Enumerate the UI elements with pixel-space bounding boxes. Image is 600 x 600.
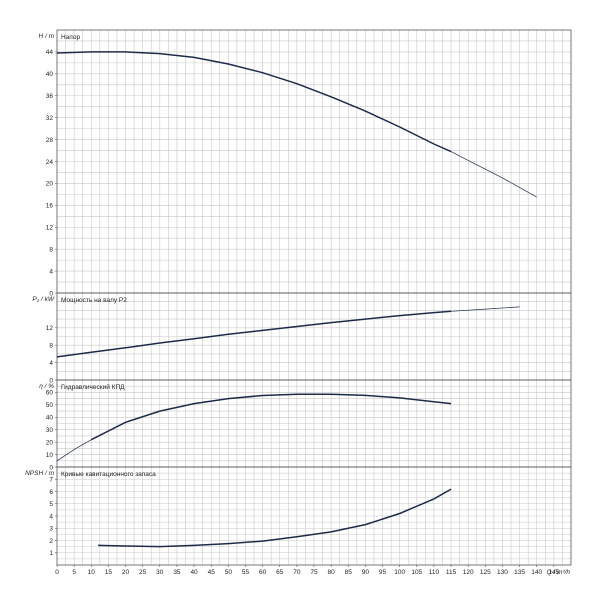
efficiency-y-tick-label: 10 bbox=[46, 452, 54, 459]
head-y-tick-label: 40 bbox=[46, 71, 54, 78]
efficiency-y-tick-label: 20 bbox=[46, 439, 54, 446]
x-tick-label: 85 bbox=[345, 569, 353, 576]
head-y-tick-label: 28 bbox=[46, 137, 54, 144]
power-y-tick-label: 0 bbox=[49, 377, 53, 384]
efficiency-panel-title: Гидравлический КПД bbox=[61, 383, 125, 391]
head-y-tick-label: 16 bbox=[46, 203, 54, 210]
efficiency-y-tick-label: 50 bbox=[46, 402, 54, 409]
x-tick-label: 120 bbox=[463, 569, 474, 576]
x-tick-label: 30 bbox=[156, 569, 164, 576]
x-tick-label: 110 bbox=[429, 569, 440, 576]
x-tick-label: 75 bbox=[310, 569, 318, 576]
x-tick-label: 70 bbox=[293, 569, 301, 576]
npsh-y-tick-label: 1 bbox=[49, 550, 53, 557]
npsh-curve-main bbox=[98, 488, 452, 548]
x-tick-label: 80 bbox=[328, 569, 336, 576]
x-tick-label: 125 bbox=[480, 569, 491, 576]
x-tick-label: 35 bbox=[173, 569, 181, 576]
head-y-axis-label: H / m bbox=[38, 33, 54, 40]
x-tick-label: 90 bbox=[362, 569, 370, 576]
x-tick-label: 65 bbox=[276, 569, 284, 576]
efficiency-y-tick-label: 40 bbox=[46, 415, 54, 422]
x-tick-label: 5 bbox=[72, 569, 76, 576]
x-axis-label: Q / m³/h bbox=[547, 569, 571, 576]
npsh-y-axis-label: NPSH / m bbox=[25, 470, 54, 477]
x-tick-label: 20 bbox=[122, 569, 130, 576]
x-tick-label: 10 bbox=[88, 569, 96, 576]
head-y-tick-label: 36 bbox=[46, 93, 54, 100]
x-tick-label: 40 bbox=[190, 569, 198, 576]
x-tick-label: 105 bbox=[411, 569, 422, 576]
efficiency-y-axis-label: η / % bbox=[39, 383, 54, 390]
head-y-tick-label: 8 bbox=[49, 246, 53, 253]
power-y-tick-label: 12 bbox=[46, 325, 54, 332]
npsh-panel-title: Кривые кавитационного запаса bbox=[61, 471, 156, 478]
head-curve-extension bbox=[450, 151, 537, 198]
head-curve-main bbox=[56, 51, 452, 153]
head-y-tick-label: 4 bbox=[49, 268, 53, 275]
head-y-tick-label: 24 bbox=[46, 159, 54, 166]
x-tick-label: 145 bbox=[548, 569, 559, 576]
x-tick-label: 55 bbox=[242, 569, 250, 576]
power-y-tick-label: 8 bbox=[49, 343, 53, 350]
head-y-tick-label: 44 bbox=[46, 49, 54, 56]
head-y-tick-label: 0 bbox=[49, 290, 53, 297]
x-tick-label: 130 bbox=[497, 569, 508, 576]
x-tick-label: 135 bbox=[514, 569, 525, 576]
x-tick-label: 25 bbox=[139, 569, 147, 576]
efficiency-y-tick-label: 0 bbox=[49, 464, 53, 471]
x-tick-label: 95 bbox=[379, 569, 387, 576]
efficiency-curve-extension bbox=[56, 439, 92, 462]
efficiency-y-tick-label: 30 bbox=[46, 427, 54, 434]
x-tick-label: 60 bbox=[259, 569, 267, 576]
npsh-y-tick-label: 4 bbox=[49, 513, 53, 520]
x-tick-label: 45 bbox=[208, 569, 216, 576]
x-tick-label: 0 bbox=[55, 569, 59, 576]
power-y-tick-label: 4 bbox=[49, 360, 53, 367]
power-y-axis-label: P₂ / kW bbox=[32, 296, 54, 303]
head-y-tick-label: 20 bbox=[46, 181, 54, 188]
head-panel-title: Напор bbox=[61, 34, 80, 41]
x-tick-label: 140 bbox=[531, 569, 542, 576]
power-panel-title: Мощность на валу P2 bbox=[61, 297, 127, 304]
npsh-y-tick-label: 7 bbox=[49, 477, 53, 484]
power-curve-main bbox=[56, 310, 452, 358]
x-tick-label: 50 bbox=[225, 569, 233, 576]
efficiency-curve-main bbox=[90, 393, 452, 441]
x-tick-label: 15 bbox=[105, 569, 113, 576]
npsh-y-tick-label: 3 bbox=[49, 526, 53, 533]
x-tick-label: 100 bbox=[394, 569, 405, 576]
npsh-y-tick-label: 6 bbox=[49, 489, 53, 496]
npsh-y-tick-label: 2 bbox=[49, 538, 53, 545]
head-y-tick-label: 32 bbox=[46, 115, 54, 122]
npsh-y-tick-label: 5 bbox=[49, 501, 53, 508]
power-curve-extension bbox=[451, 306, 520, 312]
head-y-tick-label: 12 bbox=[46, 225, 54, 232]
efficiency-y-tick-label: 60 bbox=[46, 390, 54, 397]
x-tick-label: 115 bbox=[446, 569, 457, 576]
